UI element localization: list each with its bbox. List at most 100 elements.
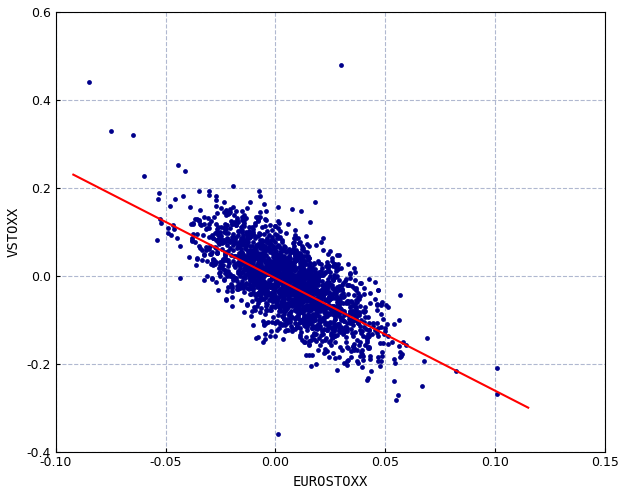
Point xyxy=(309,295,319,303)
Point xyxy=(303,318,313,326)
Point xyxy=(274,234,284,242)
Point xyxy=(271,259,281,267)
Point xyxy=(267,273,277,281)
Point xyxy=(349,328,359,336)
Point xyxy=(297,263,307,271)
Point xyxy=(355,292,365,300)
Point xyxy=(249,285,259,293)
Point xyxy=(329,288,339,296)
Point xyxy=(227,220,237,228)
Point xyxy=(354,309,364,316)
Point xyxy=(303,320,313,328)
Point xyxy=(297,246,307,253)
Point xyxy=(247,256,257,264)
Point xyxy=(237,268,247,276)
Point xyxy=(304,267,314,275)
Point xyxy=(241,279,251,287)
Point xyxy=(298,309,308,317)
Point xyxy=(290,295,300,303)
Point xyxy=(324,279,334,287)
Point xyxy=(249,303,259,311)
Point xyxy=(303,255,313,263)
Point xyxy=(290,300,300,308)
Point xyxy=(307,291,317,299)
Point xyxy=(274,324,284,332)
Point xyxy=(313,276,323,284)
Point xyxy=(295,309,305,316)
Point xyxy=(319,330,329,338)
Point xyxy=(225,208,235,216)
Point xyxy=(310,322,320,330)
Point xyxy=(376,301,386,309)
Point xyxy=(283,257,293,265)
Point xyxy=(289,278,299,286)
Point xyxy=(255,253,265,261)
Point xyxy=(302,302,312,310)
Point xyxy=(243,238,253,246)
Point xyxy=(219,224,229,232)
Point xyxy=(163,224,173,232)
Point xyxy=(345,274,355,282)
Point xyxy=(253,232,263,240)
Point xyxy=(290,252,300,260)
Point xyxy=(296,261,306,269)
Point xyxy=(359,290,369,298)
Point xyxy=(188,219,198,227)
Point xyxy=(228,203,238,211)
Point xyxy=(346,353,356,361)
Point xyxy=(300,287,310,295)
Point xyxy=(245,276,255,284)
Point xyxy=(281,266,291,274)
Point xyxy=(242,270,252,278)
Point xyxy=(324,293,334,301)
Point xyxy=(304,254,314,262)
Point xyxy=(334,308,344,315)
Point xyxy=(284,309,294,316)
Point xyxy=(290,301,300,309)
Point xyxy=(299,252,309,260)
Point xyxy=(333,300,343,308)
Point xyxy=(291,306,301,314)
Point xyxy=(280,286,290,294)
Point xyxy=(260,265,270,273)
Point xyxy=(247,230,257,238)
Point xyxy=(289,276,299,284)
Point xyxy=(364,326,374,334)
Point xyxy=(212,249,222,257)
Point xyxy=(235,241,245,248)
Point xyxy=(208,235,218,243)
Point xyxy=(324,338,334,346)
Point xyxy=(223,210,233,218)
Point xyxy=(317,315,327,323)
Point xyxy=(260,257,270,265)
Point xyxy=(256,263,266,271)
Point xyxy=(354,308,364,316)
Point xyxy=(285,249,295,257)
Point xyxy=(346,307,356,315)
Point xyxy=(335,304,345,312)
Point xyxy=(253,241,263,249)
Point xyxy=(303,315,313,323)
Point xyxy=(260,268,270,276)
Point xyxy=(282,270,292,278)
Point xyxy=(257,223,267,231)
Point xyxy=(272,280,282,288)
Point xyxy=(315,307,325,314)
Point xyxy=(247,307,257,315)
Point xyxy=(353,319,363,327)
Point xyxy=(304,306,314,314)
Point xyxy=(230,251,240,259)
Point xyxy=(242,231,252,239)
Point xyxy=(273,224,283,232)
Point xyxy=(235,256,245,264)
Point xyxy=(342,344,352,352)
Point xyxy=(203,224,213,232)
Point xyxy=(357,363,367,371)
Point xyxy=(365,289,375,297)
Point xyxy=(279,273,289,281)
Point xyxy=(295,318,305,326)
Point xyxy=(240,263,250,271)
Point xyxy=(215,231,225,239)
Point xyxy=(257,289,267,297)
Point xyxy=(325,292,335,300)
